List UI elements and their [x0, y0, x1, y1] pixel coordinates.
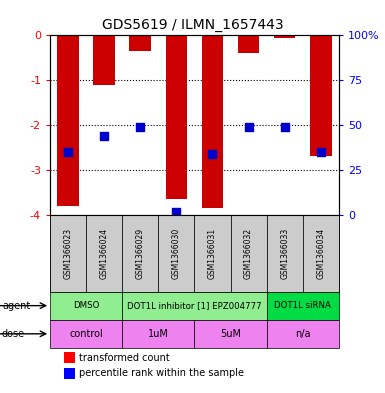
Text: dose: dose: [2, 329, 25, 339]
Bar: [194, 215, 231, 292]
Point: [137, 124, 143, 130]
Text: 5uM: 5uM: [220, 329, 241, 339]
Text: GSM1366034: GSM1366034: [316, 228, 325, 279]
Text: DMSO: DMSO: [73, 301, 99, 310]
Bar: [122, 320, 194, 348]
Bar: [266, 215, 303, 292]
Bar: [231, 215, 266, 292]
Text: DOT1L inhibitor [1] EPZ004777: DOT1L inhibitor [1] EPZ004777: [127, 301, 262, 310]
Text: GSM1366029: GSM1366029: [136, 228, 145, 279]
Point: [318, 149, 324, 155]
Bar: [129, 35, 151, 51]
Text: GSM1366033: GSM1366033: [280, 228, 289, 279]
Point: [173, 209, 179, 216]
Text: GSM1366030: GSM1366030: [172, 228, 181, 279]
Bar: [50, 292, 122, 320]
Bar: [166, 35, 187, 199]
Point: [209, 151, 216, 157]
Bar: [50, 215, 86, 292]
Text: 1uM: 1uM: [148, 329, 169, 339]
Bar: [94, 35, 115, 84]
Text: DOT1L siRNA: DOT1L siRNA: [274, 301, 331, 310]
Bar: [65, 368, 75, 378]
Bar: [122, 215, 158, 292]
Bar: [238, 35, 259, 53]
Text: GDS5619 / ILMN_1657443: GDS5619 / ILMN_1657443: [102, 18, 283, 32]
Text: control: control: [69, 329, 103, 339]
Bar: [122, 292, 266, 320]
Bar: [266, 320, 339, 348]
Bar: [310, 35, 331, 156]
Text: agent: agent: [2, 301, 30, 310]
Bar: [65, 352, 75, 363]
Text: GSM1366032: GSM1366032: [244, 228, 253, 279]
Text: percentile rank within the sample: percentile rank within the sample: [79, 368, 244, 378]
Bar: [50, 320, 122, 348]
Bar: [274, 35, 296, 38]
Bar: [57, 35, 79, 206]
Text: GSM1366023: GSM1366023: [64, 228, 73, 279]
Text: n/a: n/a: [295, 329, 310, 339]
Point: [246, 124, 252, 130]
Text: GSM1366031: GSM1366031: [208, 228, 217, 279]
Point: [281, 124, 288, 130]
Bar: [266, 292, 339, 320]
Point: [65, 149, 71, 155]
Bar: [303, 215, 339, 292]
Point: [101, 133, 107, 140]
Text: transformed count: transformed count: [79, 353, 170, 363]
Bar: [202, 35, 223, 208]
Bar: [194, 320, 266, 348]
Text: GSM1366024: GSM1366024: [100, 228, 109, 279]
Bar: [158, 215, 194, 292]
Bar: [86, 215, 122, 292]
